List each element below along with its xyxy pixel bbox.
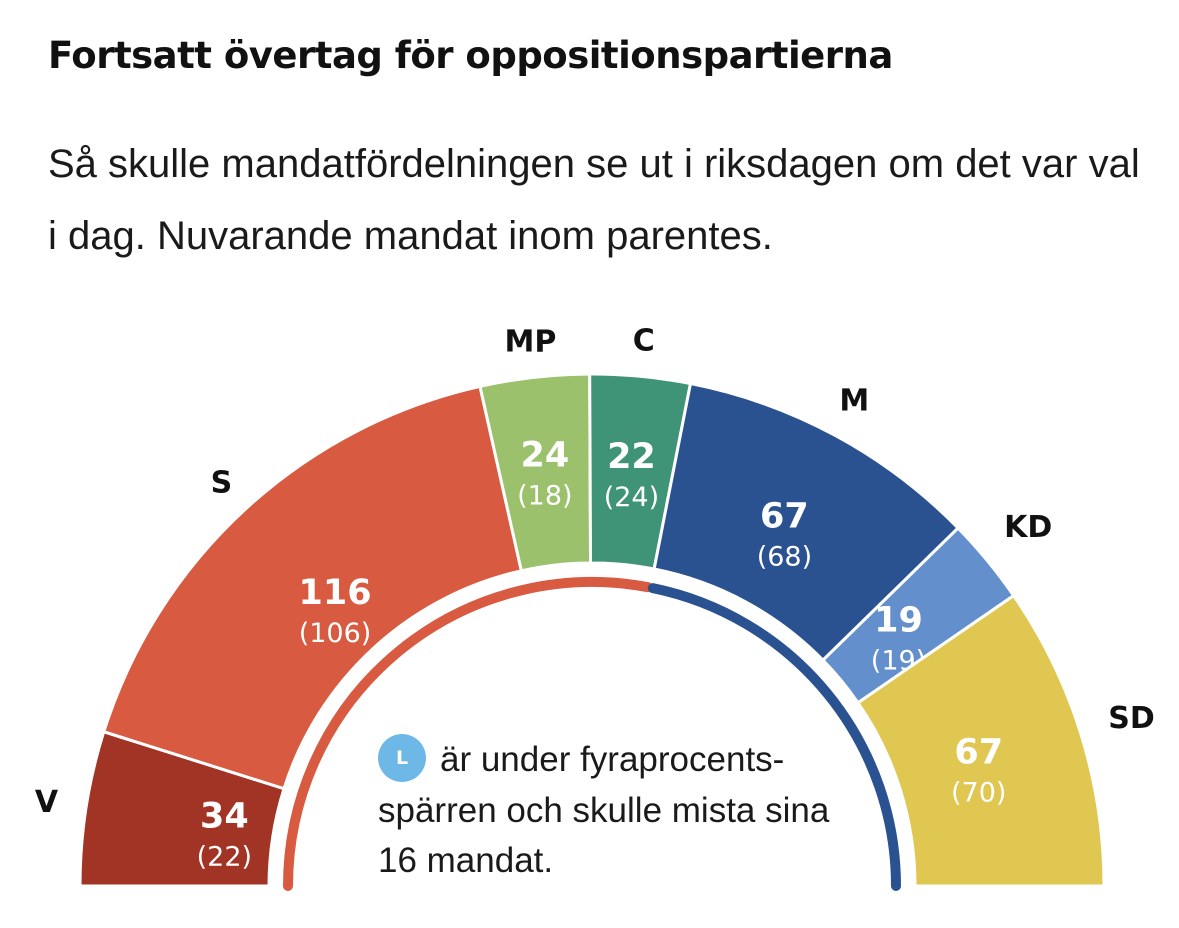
party-name-sd: SD <box>1108 701 1155 736</box>
seat-value-s: 116 <box>298 573 371 613</box>
seat-value-mp: 24 <box>520 436 569 476</box>
party-name-m: M <box>839 383 869 418</box>
chart-subtitle: Så skulle mandatfördelningen se ut i rik… <box>48 142 1140 258</box>
party-name-v: V <box>35 785 59 820</box>
party-name-mp: MP <box>505 324 557 359</box>
previous-value-s: (106) <box>299 618 372 649</box>
previous-value-mp: (18) <box>517 481 572 512</box>
seat-value-m: 67 <box>760 497 809 537</box>
seat-segment-s <box>101 384 524 791</box>
seat-value-c: 22 <box>607 437 656 477</box>
seat-value-v: 34 <box>200 796 249 836</box>
chart-title: Fortsatt övertag för oppositionspartiern… <box>48 34 893 77</box>
party-name-s: S <box>211 465 233 500</box>
previous-value-sd: (70) <box>951 778 1006 809</box>
seat-value-kd: 19 <box>874 601 923 641</box>
party-name-kd: KD <box>1004 510 1052 545</box>
threshold-note-text: är under fyraprocents-spärren och skulle… <box>378 740 830 880</box>
seat-segment-sd <box>855 593 1106 888</box>
previous-value-m: (68) <box>757 542 812 573</box>
previous-value-v: (22) <box>197 841 252 872</box>
previous-value-c: (24) <box>604 482 659 513</box>
bloc-arc-2 <box>647 583 901 891</box>
bloc-arc-1 <box>283 577 654 891</box>
seat-value-sd: 67 <box>954 733 1003 773</box>
party-badge-l: L <box>378 733 426 782</box>
party-name-c: C <box>633 323 655 358</box>
